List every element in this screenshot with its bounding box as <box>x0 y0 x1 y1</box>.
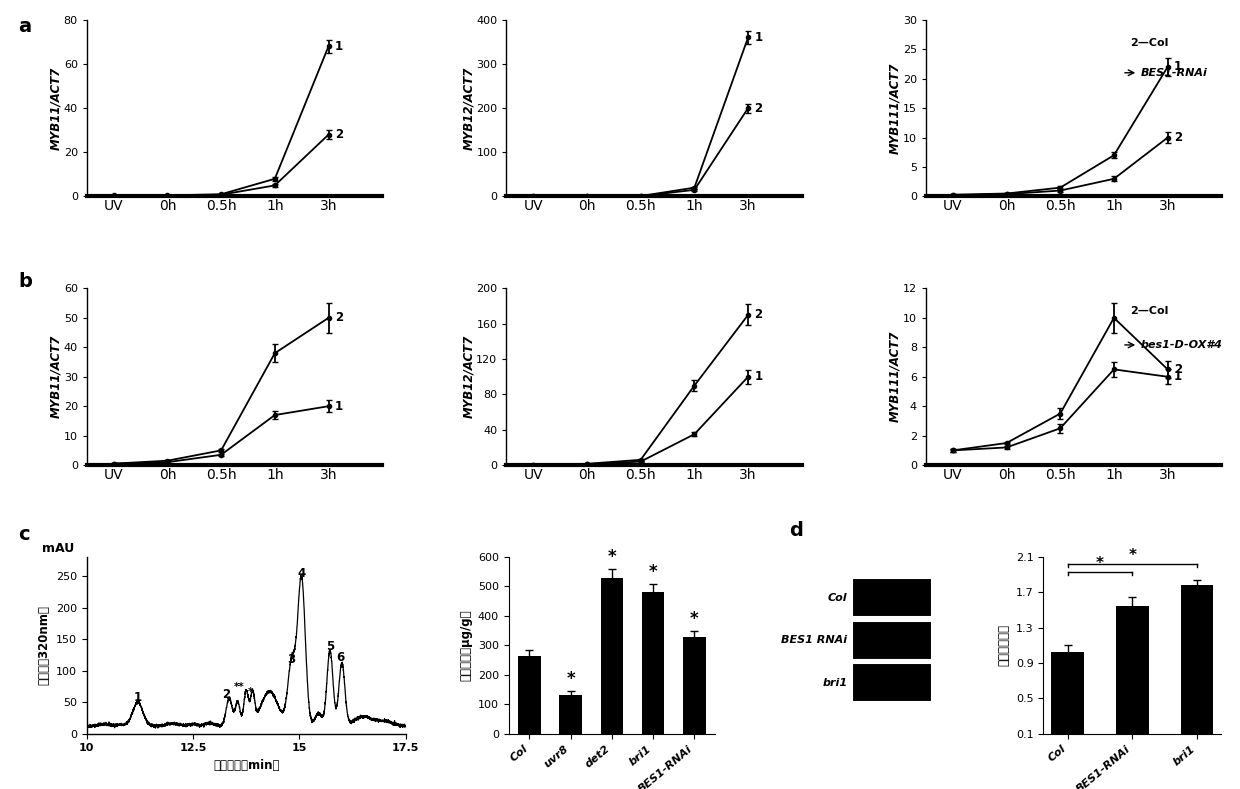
Text: Col: Col <box>828 593 847 603</box>
Y-axis label: 吸收值（320nm）: 吸收值（320nm） <box>37 605 51 686</box>
Bar <box>600 578 624 734</box>
Bar <box>1180 585 1213 742</box>
Y-axis label: 黄酮含量（μg/g）: 黄酮含量（μg/g） <box>459 610 472 681</box>
Text: *: * <box>1096 556 1104 571</box>
FancyBboxPatch shape <box>852 663 931 702</box>
Text: 1: 1 <box>335 39 343 53</box>
Text: 1: 1 <box>755 370 763 383</box>
Y-axis label: MYB12/ACT7: MYB12/ACT7 <box>461 335 475 418</box>
Text: BES1-RNAi: BES1-RNAi <box>1141 68 1208 78</box>
Text: 6: 6 <box>336 651 345 664</box>
Text: *: * <box>608 548 616 567</box>
Text: bes1-D-OX#4: bes1-D-OX#4 <box>1141 340 1223 350</box>
Text: 4: 4 <box>298 567 305 580</box>
FancyBboxPatch shape <box>852 621 931 660</box>
Text: 1: 1 <box>134 691 141 704</box>
Text: 2: 2 <box>755 308 763 321</box>
Y-axis label: MYB12/ACT7: MYB12/ACT7 <box>461 66 475 150</box>
Text: a: a <box>19 17 32 36</box>
Bar <box>1116 606 1148 742</box>
Text: *: * <box>1128 548 1136 563</box>
Text: 2—Col: 2—Col <box>1130 306 1168 316</box>
X-axis label: 保留时间（min）: 保留时间（min） <box>213 759 279 772</box>
Text: BES1 RNAi: BES1 RNAi <box>781 635 847 645</box>
Text: mAU: mAU <box>42 542 74 555</box>
Text: d: d <box>789 521 802 540</box>
Text: bri1: bri1 <box>822 678 847 687</box>
Y-axis label: MYB11/ACT7: MYB11/ACT7 <box>50 66 62 150</box>
Text: b: b <box>19 272 32 291</box>
Text: 1: 1 <box>335 400 343 413</box>
Text: 3: 3 <box>288 653 296 666</box>
Text: *: * <box>567 670 575 688</box>
Text: **: ** <box>233 682 244 692</box>
Text: c: c <box>19 525 30 544</box>
Bar <box>642 593 665 734</box>
Text: *: * <box>248 686 253 697</box>
Bar <box>559 695 582 734</box>
Text: 5: 5 <box>326 640 334 653</box>
Bar <box>1052 653 1084 742</box>
Text: 2: 2 <box>335 312 343 324</box>
Y-axis label: MYB11/ACT7: MYB11/ACT7 <box>50 335 62 418</box>
Bar <box>683 637 706 734</box>
Text: 2: 2 <box>335 128 343 141</box>
Bar <box>518 656 541 734</box>
Text: 2: 2 <box>1174 131 1182 144</box>
Y-axis label: MYB111/ACT7: MYB111/ACT7 <box>888 62 901 154</box>
Text: *: * <box>649 563 657 581</box>
Y-axis label: MYB111/ACT7: MYB111/ACT7 <box>888 331 901 422</box>
Text: 2: 2 <box>222 689 231 701</box>
Text: *: * <box>689 610 698 628</box>
Text: 2: 2 <box>1174 363 1182 376</box>
Y-axis label: 相对荧光强度: 相对荧光强度 <box>997 624 1011 667</box>
Text: 1: 1 <box>755 31 763 44</box>
FancyBboxPatch shape <box>852 578 931 617</box>
Text: 1: 1 <box>1174 60 1182 73</box>
Text: 2—Col: 2—Col <box>1130 38 1168 47</box>
Text: 2: 2 <box>755 102 763 114</box>
Text: 1: 1 <box>1174 370 1182 383</box>
